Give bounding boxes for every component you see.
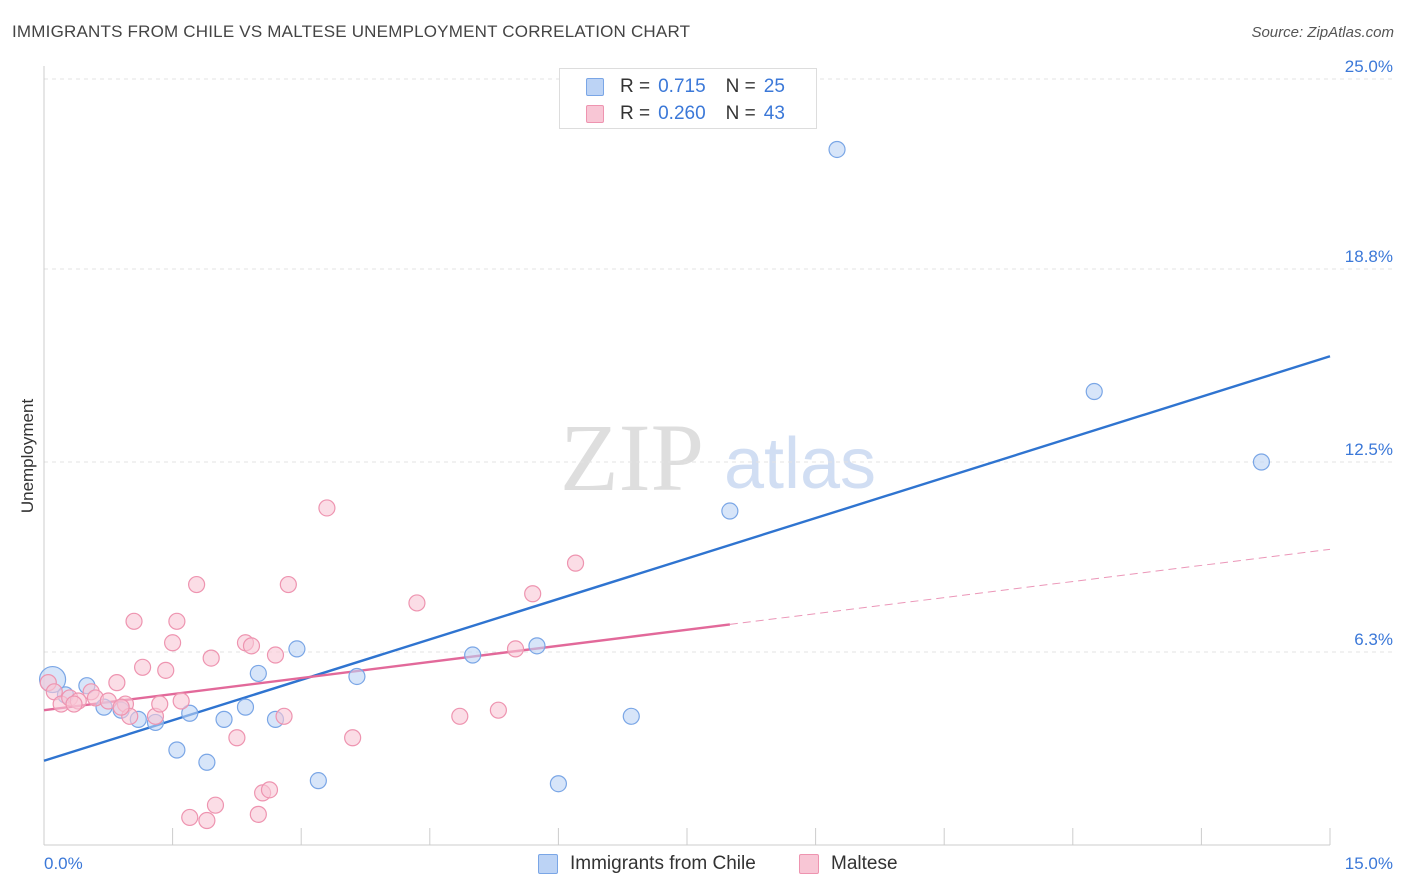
r-value: 0.260 [658,103,706,124]
maltese-point [524,585,542,603]
maltese-point [172,692,190,710]
maltese-point [202,649,220,667]
maltese-point [506,640,525,658]
x-tick-label: 15.0% [1345,854,1393,873]
chile-point [622,707,640,725]
maltese-point [206,796,225,814]
maltese-point [242,637,261,655]
r-label: R = [620,76,651,97]
chile-point [464,646,482,664]
chile-point [215,710,233,728]
maltese-point [249,805,267,823]
chile-point [198,753,216,771]
watermark-zip: ZIP [560,404,704,511]
chart-source: Source: ZipAtlas.com [1251,24,1394,41]
legend-swatch-blue [538,854,558,874]
maltese-trend-extension [729,548,1331,625]
stats-legend: R = 0.715 N = 25 R = 0.260 N = 43 [559,68,817,129]
maltese-point [275,707,293,725]
legend-swatch-pink [586,105,604,123]
chile-trend-line [43,355,1331,762]
chile-point [288,640,306,658]
maltese-point [108,674,126,692]
x-tick-label: 0.0% [44,854,83,873]
y-tick-label: 25.0% [1345,57,1393,76]
maltese-point [125,612,143,630]
legend-swatch-pink [799,854,819,874]
y-tick-label: 12.5% [1345,440,1393,459]
stats-legend-row-blue: R = 0.715 N = 25 [586,75,785,99]
maltese-point [188,575,206,594]
n-label: N = [725,76,756,97]
axes [43,66,1331,846]
n-label: N = [725,103,756,124]
stats-legend-row-pink: R = 0.260 N = 43 [586,102,785,126]
maltese-point [65,695,83,713]
chile-point [236,698,255,716]
maltese-point [279,575,297,594]
maltese-point [266,646,285,664]
maltese-point [151,695,169,713]
chile-point [828,140,846,159]
legend-swatch-blue [586,78,604,96]
chile-point [549,775,568,793]
maltese-point [157,661,175,679]
y-tick-label: 6.3% [1354,630,1393,649]
maltese-point [164,634,182,652]
chile-point [168,741,186,759]
maltese-point [408,594,426,612]
chart-title: IMMIGRANTS FROM CHILE VS MALTESE UNEMPLO… [12,22,691,41]
r-label: R = [620,103,651,124]
n-value: 43 [763,103,785,124]
data-points [38,140,1271,830]
bottom-legend-item-maltese: Maltese [799,852,898,876]
chile-point [181,704,199,722]
maltese-point [451,707,469,725]
maltese-point [344,729,362,747]
legend-label-chile: Immigrants from Chile [570,853,756,874]
chile-point [1252,453,1271,471]
maltese-point [228,729,246,747]
watermark: ZIP atlas [560,404,876,511]
maltese-point [133,658,152,676]
tick-labels: 6.3% 12.5% 18.8% 25.0% 0.0% 15.0% [44,57,1393,873]
y-tick-label: 18.8% [1345,247,1393,266]
legend-label-maltese: Maltese [831,853,898,874]
chile-point [309,772,327,790]
maltese-point [112,698,130,716]
bottom-legend-item-chile: Immigrants from Chile [538,852,756,876]
maltese-point [260,781,279,799]
maltese-point [489,701,507,719]
chile-point [721,502,739,520]
chile-point [1085,382,1103,401]
maltese-point [198,811,216,830]
chile-point [528,637,546,655]
n-value: 25 [763,76,785,97]
chile-point [348,667,366,686]
r-value: 0.715 [658,76,706,97]
maltese-point [181,808,199,827]
gridlines [44,78,1394,653]
maltese-point [168,612,186,630]
watermark-atlas: atlas [724,424,876,504]
maltese-point [566,554,585,572]
chile-point [249,664,267,683]
maltese-point [318,499,336,517]
